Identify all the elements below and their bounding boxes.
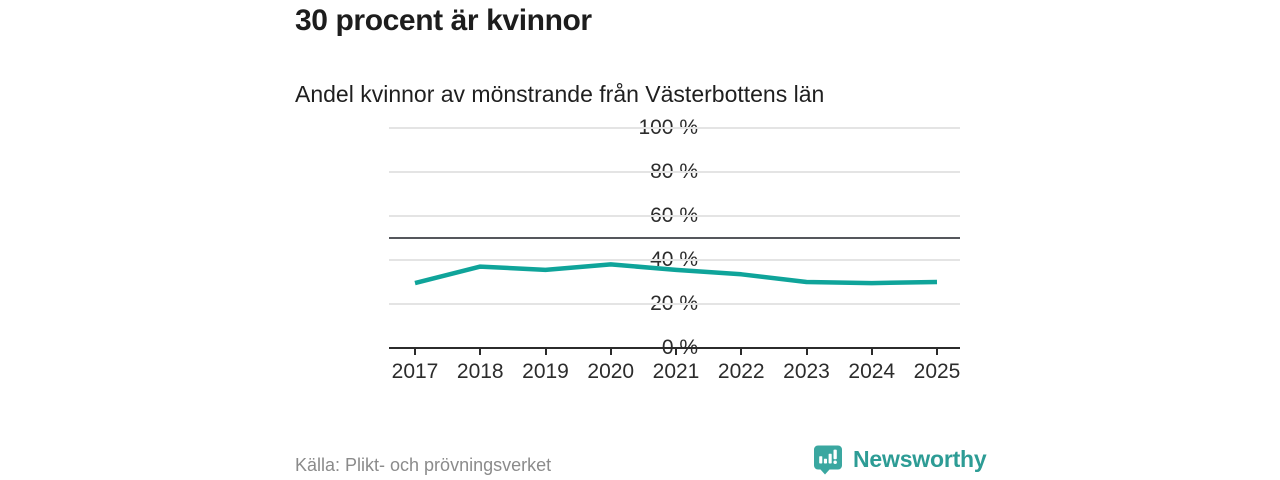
gridline-y-100: [389, 127, 960, 129]
chart-title: 30 procent är kvinnor: [295, 4, 592, 37]
x-tick-label-2024: 2024: [848, 360, 896, 383]
series-line-andel-kvinnor: [414, 262, 938, 286]
x-tick-2018: [479, 348, 482, 355]
x-tick-label-2025: 2025: [913, 360, 961, 383]
newsworthy-bar-chart-speech-bubble-icon: [813, 444, 844, 475]
plot-area: [389, 127, 960, 355]
x-tick-label-2023: 2023: [783, 360, 830, 383]
x-tick-label-2017: 2017: [391, 360, 439, 383]
x-tick-2022: [740, 348, 743, 355]
x-tick-label-2021: 2021: [652, 360, 700, 383]
gridline-y-20: [389, 303, 960, 305]
x-tick-2023: [805, 348, 808, 355]
newsworthy-logo: Newsworthy: [813, 444, 987, 475]
reference-line-50: [389, 237, 960, 239]
x-tick-2019: [544, 348, 547, 355]
x-tick-2021: [675, 348, 677, 355]
data-line-layer: [414, 262, 938, 286]
x-tick-label-2020: 2020: [587, 360, 635, 383]
x-tick-label-2022: 2022: [717, 360, 765, 383]
chart-subtitle: Andel kvinnor av mönstrande från Västerb…: [295, 81, 825, 107]
x-tick-2017: [414, 348, 416, 355]
newsworthy-wordmark: Newsworthy: [853, 446, 987, 472]
x-tick-2024: [870, 348, 873, 355]
gridline-y-80: [389, 171, 960, 173]
x-tick-label-2019: 2019: [522, 360, 569, 383]
x-tick-label-2018: 2018: [456, 360, 504, 383]
source-note: Källa: Plikt- och prövningsverket: [295, 455, 552, 475]
x-axis-line: [389, 347, 960, 349]
gridline-y-40: [389, 259, 960, 261]
x-tick-2025: [936, 348, 938, 355]
x-tick-2020: [609, 348, 612, 355]
gridline-y-60: [389, 215, 960, 217]
